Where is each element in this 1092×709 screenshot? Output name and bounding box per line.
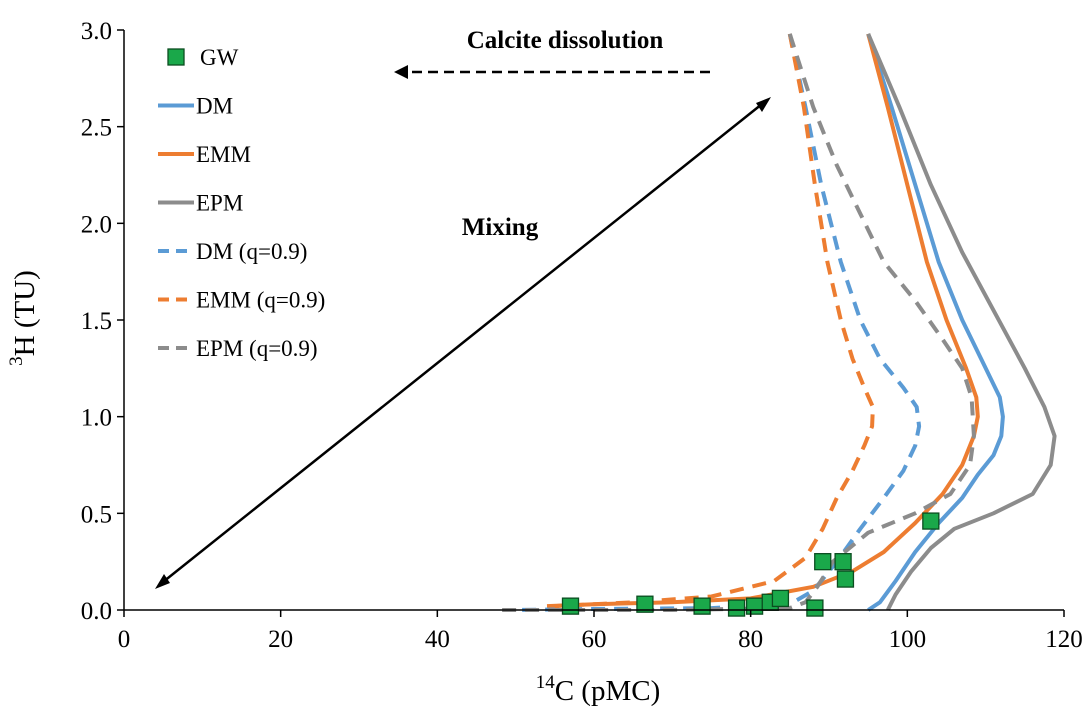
legend-label-dm: DM bbox=[196, 94, 233, 119]
x-tick-label: 60 bbox=[582, 626, 607, 653]
gw-data-point bbox=[693, 597, 711, 615]
series-line-epm bbox=[866, 33, 1057, 611]
y-tick-label: 0.0 bbox=[81, 598, 112, 625]
mixing-arrowhead-end bbox=[756, 97, 771, 112]
x-tick-label: 120 bbox=[1045, 626, 1083, 653]
y-axis-title: 3H (TU) bbox=[6, 270, 41, 366]
mixing-label: Mixing bbox=[462, 214, 539, 241]
y-tick-label: 1.0 bbox=[81, 405, 112, 432]
y-tick-label: 0.5 bbox=[81, 501, 112, 528]
gw-data-point bbox=[806, 599, 824, 617]
gw-data-point bbox=[745, 597, 764, 615]
calcite-dissolution-label: Calcite dissolution bbox=[467, 27, 664, 54]
axes-layer: 0 20 40 60 80 100 120 0.0 0.5 1.0 1.5 2.0 2.5 3.0 bbox=[81, 18, 1083, 653]
series-layer bbox=[500, 33, 1057, 617]
series-line-emm bbox=[546, 33, 980, 609]
y-tick-label: 2.0 bbox=[81, 211, 112, 238]
y-tick-label: 1.5 bbox=[81, 308, 112, 335]
x-tick-label: 20 bbox=[268, 626, 293, 653]
legend-label-epm-q-0-9: EPM (q=0.9) bbox=[196, 336, 318, 361]
y-tick-label: 3.0 bbox=[81, 18, 112, 45]
x-tick-label: 0 bbox=[118, 626, 131, 653]
series-line-dm bbox=[866, 33, 1005, 612]
mixing-annotation: Mixing bbox=[155, 97, 771, 589]
x-tick-label: 100 bbox=[889, 626, 927, 653]
gw-data-point bbox=[561, 597, 580, 615]
series-line-emm-q-0-9 bbox=[554, 33, 875, 609]
legend-label-emm: EMM bbox=[196, 142, 251, 167]
calcite-dissolution-arrowhead bbox=[394, 65, 408, 79]
calcite-dissolution-annotation: Calcite dissolution bbox=[394, 27, 710, 79]
legend-label-gw: GW bbox=[200, 45, 239, 70]
legend-label-dm-q-0-9: DM (q=0.9) bbox=[196, 239, 307, 264]
legend-marker-gw bbox=[167, 48, 185, 66]
legend-label-emm-q-0-9: EMM (q=0.9) bbox=[196, 288, 325, 313]
gw-data-point bbox=[836, 570, 855, 588]
gw-data-point bbox=[834, 553, 852, 571]
y-tick-label: 2.5 bbox=[81, 115, 112, 142]
gw-data-point bbox=[814, 553, 832, 571]
legend-label-epm: EPM bbox=[196, 191, 243, 216]
x-tick-label: 40 bbox=[425, 626, 450, 653]
gw-data-point bbox=[727, 599, 746, 617]
x-axis-title: 14C (pMC) bbox=[536, 672, 661, 707]
legend: GW DM EMM EPM DM (q=0.9) EMM (q=0.9) EPM (q=0.… bbox=[158, 45, 325, 361]
gw-data-point bbox=[636, 595, 654, 613]
gw-data-point bbox=[922, 512, 940, 530]
gw-data-point bbox=[771, 589, 790, 608]
x-tick-label: 80 bbox=[738, 626, 763, 653]
series-line-dm-q-0-9 bbox=[515, 33, 922, 612]
mixing-arrowhead-start bbox=[155, 574, 170, 589]
mixing-arrow bbox=[162, 103, 763, 583]
